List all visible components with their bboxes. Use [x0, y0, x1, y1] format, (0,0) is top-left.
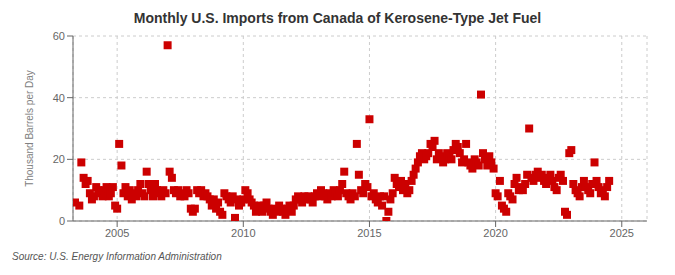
svg-text:20: 20	[53, 153, 65, 165]
svg-text:0: 0	[59, 215, 65, 227]
svg-text:60: 60	[53, 30, 65, 42]
html-text:Source: U.S. Energy Informatio: Source: U.S. Energy Information Administ…	[12, 251, 222, 262]
html-text:Monthly U.S. Imports from Cana: Monthly U.S. Imports from Canada of Kero…	[133, 10, 542, 26]
svg-text:2015: 2015	[357, 227, 381, 239]
svg-text:40: 40	[53, 92, 65, 104]
svg-text:2010: 2010	[231, 227, 255, 239]
svg-text:Thousand Barrels per Day: Thousand Barrels per Day	[24, 70, 35, 187]
svg-text:2025: 2025	[610, 227, 634, 239]
svg-text:2020: 2020	[483, 227, 507, 239]
svg-text:2005: 2005	[105, 227, 129, 239]
